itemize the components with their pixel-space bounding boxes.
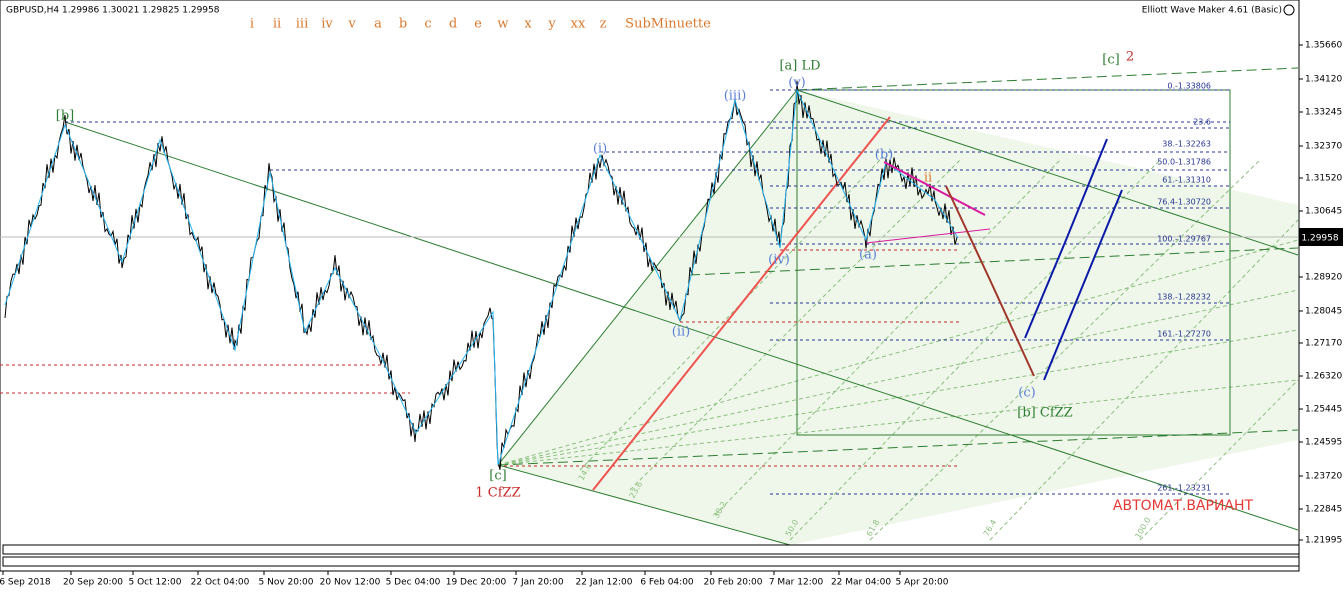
wave-degree: xx [571,17,586,32]
zigzag [4,88,959,466]
wave-label: (iii) [724,89,747,104]
time-label: 7 Jan 20:00 [512,578,564,588]
price-series [4,80,958,470]
fan-area [498,90,1298,545]
time-label: 20 Feb 20:00 [703,578,762,588]
wave-degree: e [474,17,482,32]
wave-label: 2 [1126,50,1134,65]
price-label: 1.31520 [1305,174,1342,184]
wave-degree: ii [273,17,281,32]
wave-degree: iv [321,17,333,32]
time-label: 5 Oct 12:00 [129,578,182,588]
price-tag [1299,228,1343,246]
triangle-line [883,161,986,216]
time-label: 5 Nov 20:00 [259,578,314,588]
wave-label: [c] [1102,53,1119,68]
tool-name: Elliott Wave Maker 4.61 (Basic) [1142,6,1282,16]
time-label: 22 Oct 04:00 [191,578,250,588]
price-label: 1.33245 [1305,108,1342,118]
wave-label: [b] CfZZ [1017,406,1072,421]
wave-degree: w [497,17,508,32]
time-label: 6 Feb 04:00 [640,578,694,588]
price-label: 1.30645 [1305,207,1342,217]
time-label: 20 Nov 12:00 [320,578,381,588]
wave-label: ii [924,171,932,186]
time-label: 5 Apr 20:00 [896,578,949,588]
trend-line [592,116,891,491]
wave-label: (b) [875,148,893,163]
price-label: 1.26320 [1305,372,1342,382]
indicator-panel [2,544,1300,555]
fib-label: 138.-1.28232 [1157,293,1211,302]
price-label: 1.27170 [1305,339,1342,349]
wave-degree: SubMinuette [625,17,711,32]
wave-label: (v) [788,76,806,91]
fib-label: 261.-1.23231 [1157,484,1211,493]
wave-label: [b] [56,109,74,124]
fib-label: 100.-1.29767 [1157,235,1211,244]
fib-label: 161.-1.27270 [1157,330,1211,339]
fib-label: 50.0-1.31786 [1157,158,1211,167]
wave-label: (i) [593,142,607,157]
projection [1043,189,1123,381]
wave-degree: b [399,17,407,32]
red-levels [0,249,960,467]
wave-label: [c] [489,469,506,484]
wave-degree: iii [296,17,308,32]
time-label: 7 Mar 12:00 [769,578,824,588]
wave-label: (ii) [672,325,690,340]
wave-degree: a [374,17,382,32]
time-label: 19 Dec 20:00 [446,578,507,588]
triangle-line [865,228,991,244]
variant-label: АВТОМАТ.ВАРИАНТ [1113,498,1254,514]
price-label: 1.28920 [1305,273,1342,283]
price-label: 1.34120 [1305,75,1342,85]
projection [945,185,1035,377]
wave-label: (a) [859,248,877,263]
fib-label: 61.-1.31310 [1162,176,1211,185]
channel-lines [64,67,1299,546]
price-label: 1.25445 [1305,405,1342,415]
price-label: 1.24595 [1305,438,1342,448]
current-price: 1.29958 [1301,234,1338,244]
wave-degree: x [524,17,532,32]
price-label: 1.22845 [1305,505,1342,515]
wave-degree: i [250,17,254,32]
time-label: 22 Mar 04:00 [831,578,891,588]
fib-label: 38.-1.32263 [1162,140,1211,149]
wave-label: (iv) [768,253,790,268]
wave-degree: d [449,17,457,32]
wave-degree: v [347,17,356,32]
tool-icon[interactable] [1283,4,1295,16]
price-label: 1.21995 [1305,536,1342,546]
fib-label: 23.6 [1193,118,1211,127]
fib-label: 0.-1.33806 [1167,82,1211,91]
wave-label: 1 CfZZ [475,486,520,501]
price-label: 1.28045 [1305,307,1342,317]
time-label: 6 Sep 2018 [0,578,51,588]
wave-label: [a] LD [779,59,820,74]
wave-label: (c) [1018,386,1035,401]
fib-label: 76.4-1.30720 [1157,198,1211,207]
wave-degree: c [424,17,431,32]
symbol-info: GBPUSD,H4 1.29986 1.30021 1.29825 1.2995… [6,6,220,16]
time-label: 22 Jan 12:00 [576,578,633,588]
wave-degree: z [600,17,607,32]
price-label: 1.23720 [1305,472,1342,482]
time-label: 5 Dec 04:00 [386,578,441,588]
time-label: 20 Sep 20:00 [63,578,123,588]
wave-degree: y [547,17,556,32]
price-label: 1.35660 [1305,41,1342,51]
price-label: 1.32370 [1305,142,1342,152]
indicator-panel [2,556,1300,567]
projection [1024,138,1108,339]
